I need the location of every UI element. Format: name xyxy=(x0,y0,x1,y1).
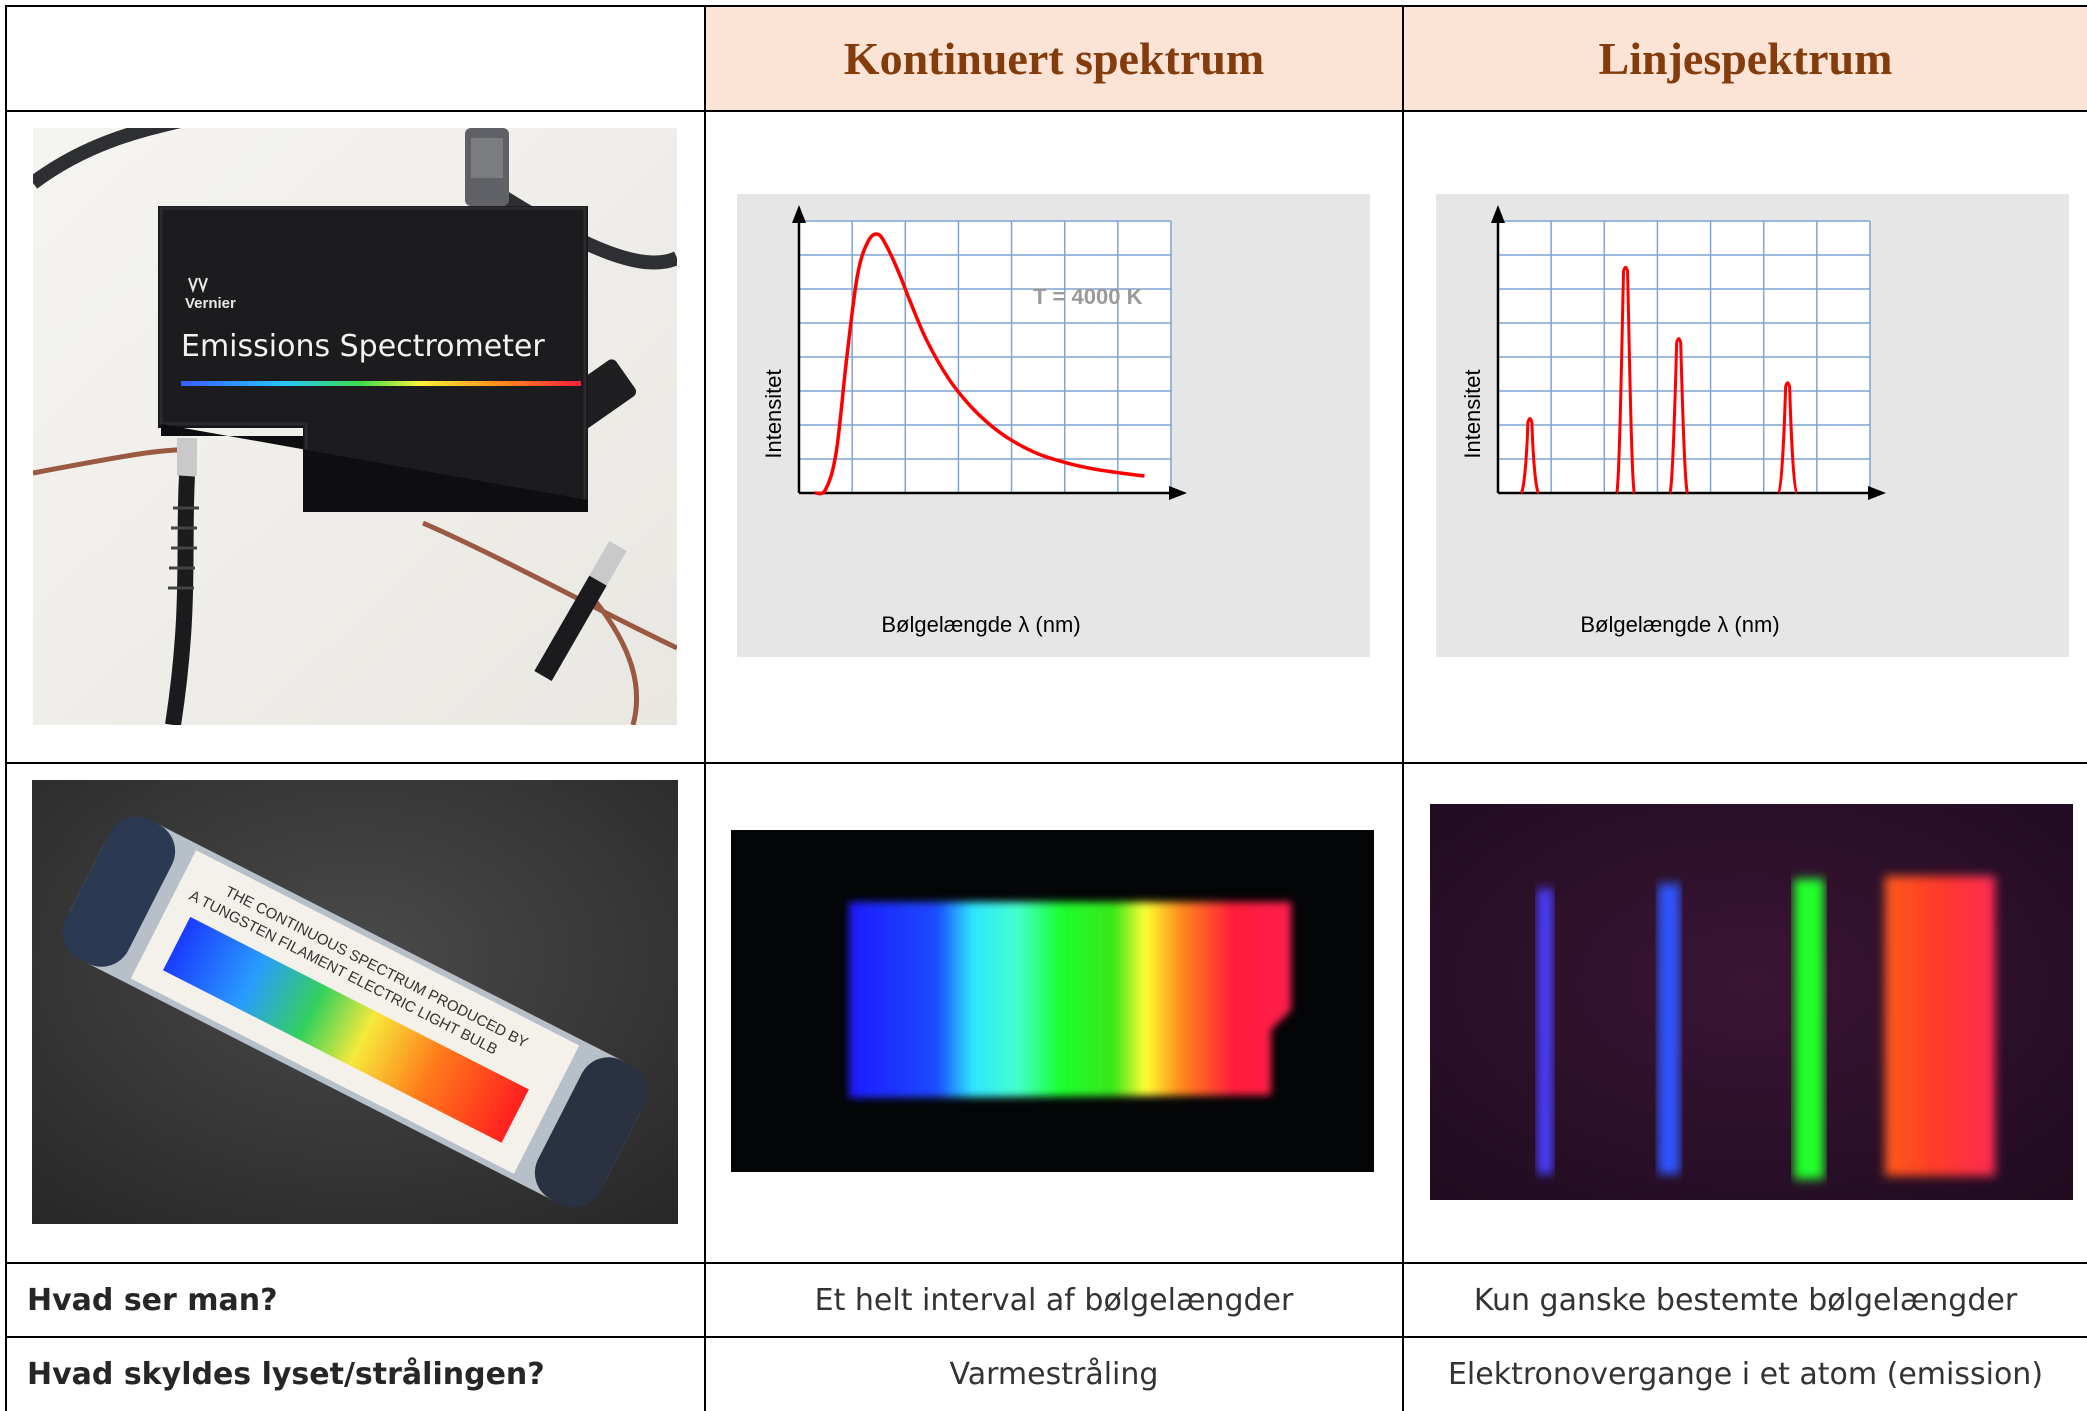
line-spectrum-chart: Bølgelængde λ (nm) Intensitet xyxy=(1436,194,2069,657)
continuous-spectrum-photo xyxy=(731,830,1374,1172)
emission-line-peak-4 xyxy=(1777,381,1799,495)
y-axis-label: Intensitet xyxy=(1460,369,1485,458)
continuous-spectrum-illustration xyxy=(731,830,1374,1172)
line-spectrum-illustration xyxy=(1430,804,2073,1200)
continuous-chart-svg: T = 4000 K Bølgelængde λ (nm) Intensitet xyxy=(761,205,1187,637)
row-value-continuous-seen: Et helt interval af bølgelængder xyxy=(706,1264,1402,1336)
chart-annotation-temperature: T = 4000 K xyxy=(1033,284,1143,309)
x-axis-label: Bølgelængde λ (nm) xyxy=(881,612,1080,637)
tungsten-spectrum-tube-photo: THE CONTINUOUS SPECTRUM PRODUCED BY A TU… xyxy=(32,780,678,1224)
product-name-text: Emissions Spectrometer xyxy=(181,329,545,364)
spectrometer-illustration: Vernier Emissions Spectrometer xyxy=(33,128,677,725)
x-axis-arrow xyxy=(1169,486,1187,500)
row-value-line-seen: Kun ganske bestemte bølgelængder xyxy=(1404,1264,2087,1336)
header-continuous: Kontinuert spektrum xyxy=(706,7,1402,110)
row-label-what-seen: Hvad ser man? xyxy=(7,1264,704,1336)
continuous-spectrum-curve xyxy=(814,232,1145,496)
row-value-continuous-cause: Varmestråling xyxy=(706,1338,1402,1411)
header-line: Linjespektrum xyxy=(1404,7,2087,110)
line-spectrum-photo xyxy=(1430,804,2073,1200)
tube-illustration: THE CONTINUOUS SPECTRUM PRODUCED BY A TU… xyxy=(32,780,678,1224)
y-axis-arrow xyxy=(1491,205,1505,223)
y-axis-arrow xyxy=(792,205,806,223)
spectrometer-photo: Vernier Emissions Spectrometer xyxy=(33,128,677,725)
row-label-cause: Hvad skyldes lyset/strålingen? xyxy=(7,1338,704,1411)
line-chart-svg: Bølgelængde λ (nm) Intensitet xyxy=(1460,205,1886,637)
header-empty-cell xyxy=(7,7,704,110)
x-axis-arrow xyxy=(1868,486,1886,500)
plot-area xyxy=(1491,205,1886,500)
y-axis-label: Intensitet xyxy=(761,369,786,458)
x-axis-label: Bølgelængde λ (nm) xyxy=(1580,612,1779,637)
vernier-logo-text: Vernier xyxy=(185,295,236,312)
emission-line-peak-1 xyxy=(1519,417,1541,495)
row-value-line-cause: Elektronovergange i et atom (emission) xyxy=(1404,1338,2087,1411)
plot-area xyxy=(792,205,1187,500)
emission-line-peak-2 xyxy=(1615,265,1637,495)
emission-line-peak-3 xyxy=(1668,337,1690,495)
continuous-spectrum-chart: T = 4000 K Bølgelængde λ (nm) Intensitet xyxy=(737,194,1370,657)
